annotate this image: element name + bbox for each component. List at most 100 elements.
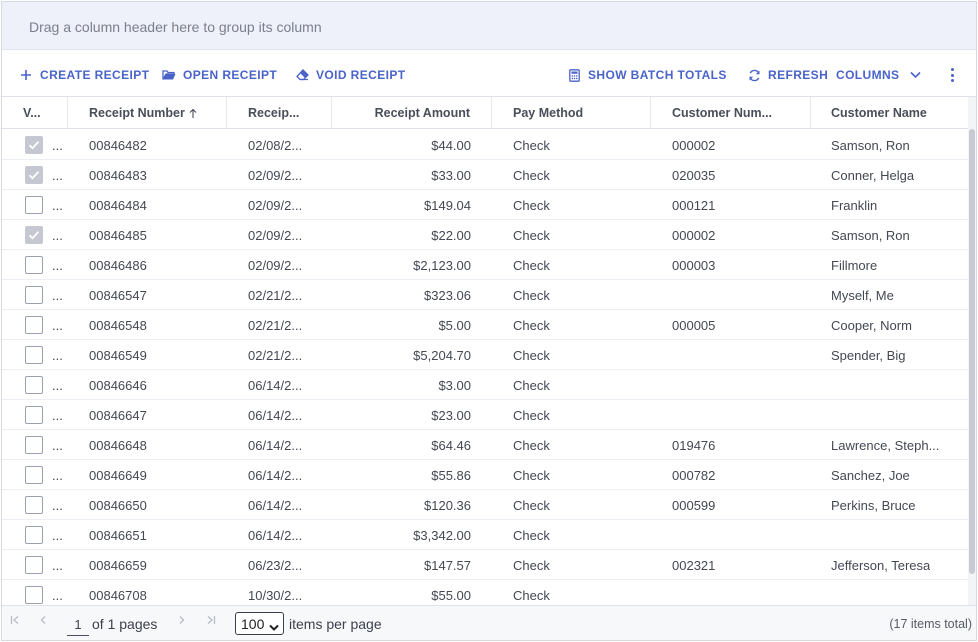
table-row[interactable]: ... 00846649 06/14/2... $55.86 Check 000782 Sa…	[2, 460, 968, 490]
row-checkbox[interactable]	[25, 166, 43, 184]
customer-number-value: 019476	[672, 437, 716, 453]
row-checkbox[interactable]	[25, 346, 43, 364]
header-col-receipt-number[interactable]: Receipt Number	[68, 97, 227, 129]
row-checkbox[interactable]	[25, 556, 43, 574]
header-col-pay-method[interactable]: Pay Method	[492, 97, 651, 129]
row-more-label: ...	[52, 347, 63, 363]
table-row[interactable]: ... 00846646 06/14/2... $3.00 Check	[2, 370, 968, 400]
receipt-date-value: 02/09/2...	[248, 197, 303, 213]
row-more-button[interactable]: ...	[52, 430, 68, 460]
customer-name-value: Myself, Me	[831, 287, 894, 303]
header-col-customer-name[interactable]: Customer Name	[811, 97, 968, 129]
cell-receipt-amount: $55.00	[332, 580, 492, 605]
cell-pay-method: Check	[492, 280, 651, 310]
row-more-button[interactable]: ...	[52, 580, 68, 605]
refresh-button[interactable]: REFRESH	[747, 67, 828, 83]
row-more-button[interactable]: ...	[52, 310, 68, 340]
columns-dropdown-button[interactable]: COLUMNS	[836, 67, 922, 83]
cell-pay-method: Check	[492, 580, 651, 605]
row-more-button[interactable]: ...	[52, 520, 68, 550]
receipt-number-value: 00846485	[89, 227, 147, 243]
row-checkbox[interactable]	[25, 286, 43, 304]
row-checkbox[interactable]	[25, 196, 43, 214]
row-more-button[interactable]: ...	[52, 190, 68, 220]
table-row[interactable]: ... 00846659 06/23/2... $147.57 Check 002321 J…	[2, 550, 968, 580]
table-row[interactable]: ... 00846708 10/30/2... $55.00 Check	[2, 580, 968, 605]
table-row[interactable]: ... 00846651 06/14/2... $3,342.00 Check	[2, 520, 968, 550]
table-row[interactable]: ... 00846648 06/14/2... $64.46 Check 019476 La…	[2, 430, 968, 460]
page-size-select[interactable]: 100	[235, 612, 284, 635]
table-row[interactable]: ... 00846647 06/14/2... $23.00 Check	[2, 400, 968, 430]
row-checkbox[interactable]	[25, 256, 43, 274]
cell-pay-method: Check	[492, 460, 651, 490]
create-receipt-button[interactable]: CREATE RECEIPT	[19, 67, 149, 83]
scrollbar-thumb[interactable]	[969, 129, 975, 574]
cell-pay-method: Check	[492, 190, 651, 220]
customer-name-value: Lawrence, Steph...	[831, 437, 940, 453]
customer-name-value: Sanchez, Joe	[831, 467, 910, 483]
row-checkbox[interactable]	[25, 586, 43, 604]
row-checkbox[interactable]	[25, 406, 43, 424]
row-more-button[interactable]: ...	[52, 370, 68, 400]
row-more-button[interactable]: ...	[52, 160, 68, 190]
pay-method-value: Check	[513, 227, 550, 243]
row-checkbox[interactable]	[25, 316, 43, 334]
table-row[interactable]: ... 00846547 02/21/2... $323.06 Check Myself,…	[2, 280, 968, 310]
cell-receipt-amount: $149.04	[332, 190, 492, 220]
row-more-button[interactable]: ...	[52, 280, 68, 310]
row-more-label: ...	[52, 527, 63, 543]
next-page-icon[interactable]	[178, 615, 186, 625]
cell-customer-name: Perkins, Bruce	[811, 490, 968, 520]
cell-verified	[2, 430, 47, 460]
header-col-receipt-date[interactable]: Receip...	[227, 97, 332, 129]
first-page-icon[interactable]	[10, 615, 20, 625]
cell-customer-number: 000002	[651, 130, 811, 160]
cell-receipt-number: 00846485	[68, 220, 227, 250]
customer-number-value: 002321	[672, 557, 716, 573]
void-receipt-button[interactable]: VOID RECEIPT	[295, 67, 405, 83]
table-row[interactable]: ... 00846486 02/09/2... $2,123.00 Check 00000…	[2, 250, 968, 280]
row-checkbox[interactable]	[25, 226, 43, 244]
table-row[interactable]: ... 00846482 02/08/2... $44.00 Check 000002 Sa…	[2, 130, 968, 160]
pay-method-value: Check	[513, 557, 550, 573]
header-col-receipt-amount[interactable]: Receipt Amount	[332, 97, 492, 129]
cell-customer-name: Myself, Me	[811, 280, 968, 310]
vertical-scrollbar[interactable]	[968, 97, 976, 605]
pay-method-value: Check	[513, 287, 550, 303]
show-batch-totals-button[interactable]: SHOW BATCH TOTALS	[567, 67, 727, 83]
header-col-customer-number[interactable]: Customer Num...	[651, 97, 811, 129]
row-checkbox[interactable]	[25, 466, 43, 484]
row-checkbox[interactable]	[25, 436, 43, 454]
row-more-button[interactable]: ...	[52, 400, 68, 430]
open-receipt-button[interactable]: OPEN RECEIPT	[162, 67, 277, 83]
row-more-button[interactable]: ...	[52, 490, 68, 520]
row-checkbox[interactable]	[25, 496, 43, 514]
table-row[interactable]: ... 00846549 02/21/2... $5,204.70 Check Spend…	[2, 340, 968, 370]
customer-number-value: 000121	[672, 197, 716, 213]
cell-customer-name: Franklin	[811, 190, 968, 220]
header-col-verified[interactable]: V...	[2, 97, 68, 129]
table-row[interactable]: ... 00846484 02/09/2... $149.04 Check 000121 F…	[2, 190, 968, 220]
row-more-label: ...	[52, 137, 63, 153]
previous-page-icon[interactable]	[39, 615, 47, 625]
row-checkbox[interactable]	[25, 136, 43, 154]
table-row[interactable]: ... 00846548 02/21/2... $5.00 Check 000005 Coo…	[2, 310, 968, 340]
table-row[interactable]: ... 00846485 02/09/2... $22.00 Check 000002 Sa…	[2, 220, 968, 250]
current-page-number[interactable]: 1	[67, 614, 89, 636]
cell-verified	[2, 460, 47, 490]
row-more-button[interactable]: ...	[52, 460, 68, 490]
cell-receipt-amount: $44.00	[332, 130, 492, 160]
row-checkbox[interactable]	[25, 376, 43, 394]
row-checkbox[interactable]	[25, 526, 43, 544]
table-row[interactable]: ... 00846650 06/14/2... $120.36 Check 000599 P…	[2, 490, 968, 520]
more-options-icon[interactable]	[942, 66, 962, 84]
row-more-button[interactable]: ...	[52, 340, 68, 370]
group-drop-zone[interactable]: Drag a column header here to group its c…	[2, 2, 976, 50]
row-more-button[interactable]: ...	[52, 550, 68, 580]
table-row[interactable]: ... 00846483 02/09/2... $33.00 Check 020035 Co…	[2, 160, 968, 190]
row-more-button[interactable]: ...	[52, 250, 68, 280]
cell-customer-name: Lawrence, Steph...	[811, 430, 968, 460]
row-more-button[interactable]: ...	[52, 130, 68, 160]
row-more-button[interactable]: ...	[52, 220, 68, 250]
last-page-icon[interactable]	[206, 615, 216, 625]
